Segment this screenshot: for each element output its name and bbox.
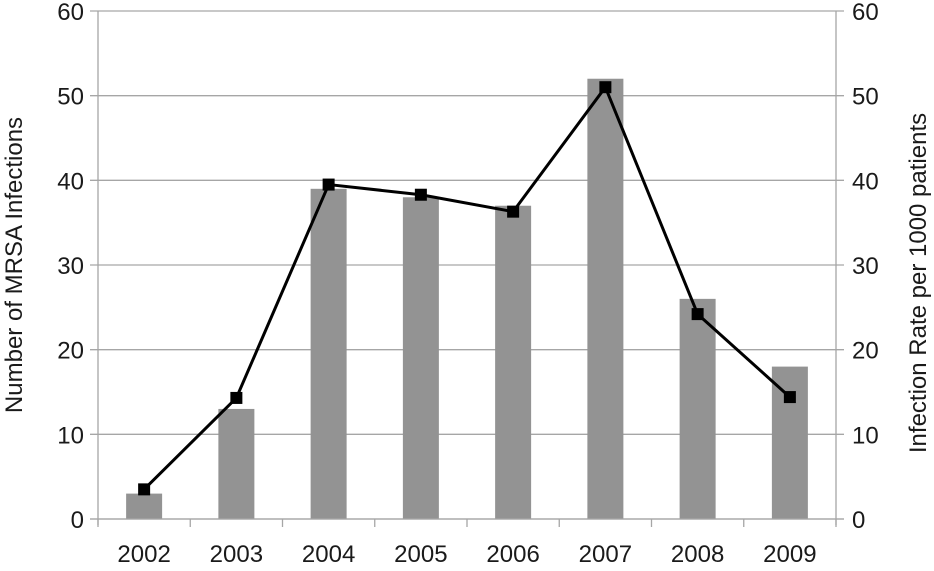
x-tick-label: 2008 xyxy=(671,541,724,568)
right-y-tick-label: 0 xyxy=(852,507,865,534)
square-marker-2008 xyxy=(691,308,704,321)
bar-2006 xyxy=(495,205,532,519)
right-y-axis-title: Infection Rate per 1000 patients xyxy=(905,113,932,453)
left-y-tick-label: 10 xyxy=(57,422,84,449)
rate-line xyxy=(143,85,791,491)
square-marker-2007 xyxy=(599,81,612,94)
bar-2002 xyxy=(126,493,163,519)
right-y-tick-label: 10 xyxy=(852,422,879,449)
square-marker-2005 xyxy=(414,188,427,201)
square-marker-2003 xyxy=(230,391,243,404)
line-series-infection-rate xyxy=(138,81,796,496)
bar-2009 xyxy=(771,366,808,519)
square-marker-2009 xyxy=(783,391,796,404)
axes xyxy=(90,11,844,527)
x-axis-ticks: 2002 2003 2004 2005 2006 2007 2008 2009 xyxy=(117,541,816,568)
bar-series-mrsa-infections xyxy=(126,78,808,520)
x-tick-label: 2007 xyxy=(579,541,632,568)
left-y-tick-label: 0 xyxy=(71,507,84,534)
x-tick-label: 2006 xyxy=(486,541,539,568)
left-y-axis-title: Number of MRSA Infections xyxy=(1,117,28,413)
right-y-tick-label: 60 xyxy=(852,0,879,26)
square-marker-2004 xyxy=(322,178,335,191)
bar-2007 xyxy=(587,78,624,519)
right-y-tick-label: 40 xyxy=(852,168,879,195)
right-y-axis-ticks: 0 10 20 30 40 50 60 xyxy=(852,0,879,534)
left-y-tick-label: 20 xyxy=(57,338,84,365)
x-tick-label: 2005 xyxy=(394,541,447,568)
left-y-axis-ticks: 0 10 20 30 40 50 60 xyxy=(57,0,84,534)
x-tick-label: 2004 xyxy=(302,541,355,568)
right-y-tick-label: 20 xyxy=(852,338,879,365)
bar-2008 xyxy=(679,298,716,519)
bar-2004 xyxy=(310,188,347,520)
square-marker-2002 xyxy=(138,483,151,496)
right-y-tick-label: 30 xyxy=(852,253,879,280)
bar-2003 xyxy=(218,408,255,519)
bar-2005 xyxy=(402,197,439,519)
left-y-tick-label: 40 xyxy=(57,168,84,195)
left-y-tick-label: 50 xyxy=(57,84,84,111)
left-y-tick-label: 60 xyxy=(57,0,84,26)
x-tick-label: 2003 xyxy=(210,541,263,568)
x-tick-label: 2002 xyxy=(117,541,170,568)
right-y-tick-label: 50 xyxy=(852,84,879,111)
gridlines xyxy=(90,10,844,520)
square-marker-2006 xyxy=(507,205,520,218)
left-y-tick-label: 30 xyxy=(57,253,84,280)
x-tick-label: 2009 xyxy=(763,541,816,568)
